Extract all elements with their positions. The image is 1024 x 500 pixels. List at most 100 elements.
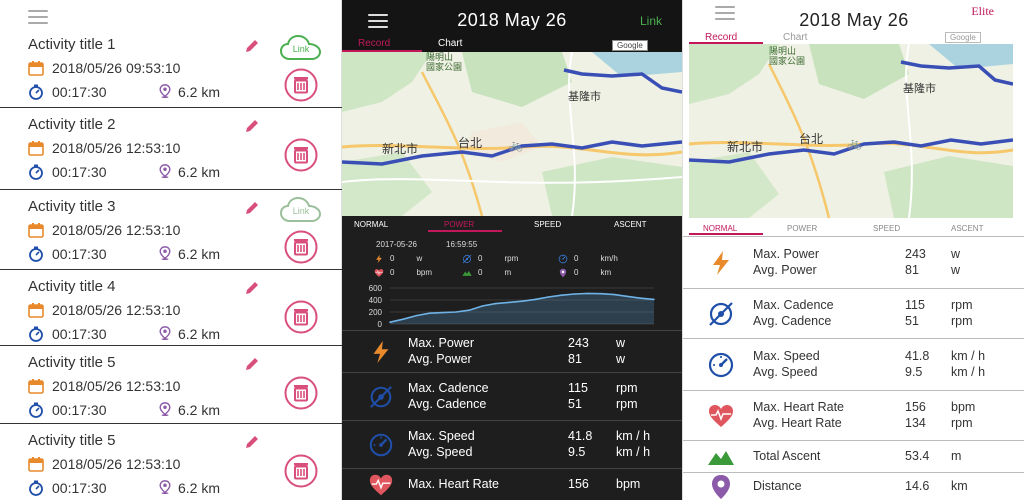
subtab-normal[interactable]: NORMAL — [354, 220, 389, 229]
activity-date-text: 2018/05/26 12:53:10 — [52, 302, 181, 318]
activity-row[interactable]: Activity title 1 2018/05/26 09:53:10 00:… — [0, 28, 342, 108]
chart-point — [653, 298, 655, 301]
activity-row[interactable]: Activity title 5 2018/05/26 12:53:10 00:… — [0, 346, 342, 424]
metric-label: Max. Speed — [408, 429, 475, 443]
subtab-speed[interactable]: SPEED — [534, 220, 562, 229]
activity-distance: 6.2 km — [158, 164, 220, 180]
chart-point — [481, 305, 484, 307]
heart-icon — [374, 268, 384, 278]
pencil-icon — [244, 202, 260, 220]
edit-title-button[interactable] — [244, 434, 260, 450]
power-chart[interactable]: 600 400 200 0 — [342, 282, 682, 330]
metric-label: Avg. Heart Rate — [753, 416, 842, 430]
activity-date-text: 2018/05/26 12:53:10 — [52, 222, 181, 238]
cloud-link-button[interactable]: Link — [278, 32, 324, 64]
delete-button[interactable] — [284, 376, 318, 410]
timer-icon — [28, 164, 44, 180]
ascent-icon — [462, 268, 472, 278]
activity-duration-text: 00:17:30 — [52, 402, 107, 418]
route-map[interactable]: 陽明山 國家公園 基隆市 台北 新北市 🚲 — [689, 44, 1013, 218]
metric-label: Avg. Power — [408, 352, 472, 366]
edit-title-button[interactable] — [244, 118, 260, 134]
tab-chart[interactable]: Chart — [783, 32, 808, 43]
activity-distance-text: 6.2 km — [178, 480, 221, 496]
metric-value: 81 — [905, 263, 919, 277]
calendar-icon — [28, 60, 44, 76]
metric-unit: km — [951, 479, 968, 493]
chart-point — [468, 309, 470, 311]
activity-row[interactable]: Activity title 2 2018/05/26 12:53:10 00:… — [0, 108, 342, 190]
subtab-normal[interactable]: NORMAL — [703, 224, 738, 233]
activity-duration-text: 00:17:30 — [52, 326, 107, 342]
metric-label: Avg. Cadence — [408, 397, 487, 411]
route-map[interactable]: 陽明山 國家公園 基隆市 台北 新北市 🚲 — [342, 52, 682, 216]
delete-button[interactable] — [284, 300, 318, 334]
tab-record[interactable]: Record — [705, 32, 738, 43]
subtab-ascent[interactable]: ASCENT — [951, 224, 984, 233]
hamburger-menu-icon[interactable] — [368, 14, 388, 28]
metric-value: 156 — [568, 477, 589, 491]
tab-record[interactable]: Record — [358, 38, 391, 49]
metric-unit: rpm — [616, 381, 638, 395]
metric-value: 115 — [905, 298, 925, 312]
timer-icon — [28, 84, 44, 100]
hamburger-menu-icon[interactable] — [28, 10, 48, 24]
readout-value: 0 — [390, 254, 395, 264]
metric-value: 9.5 — [905, 365, 923, 379]
subtab-underline — [428, 230, 502, 232]
metric-unit: km / h — [616, 429, 651, 443]
subtab-power[interactable]: POWER — [787, 224, 818, 233]
delete-button[interactable] — [284, 68, 318, 102]
readout-unit: bpm — [416, 268, 433, 278]
google-badge: Google — [945, 32, 981, 43]
cloud-link-button[interactable]: Link — [278, 194, 324, 226]
trash-icon — [284, 68, 318, 106]
delete-button[interactable] — [284, 230, 318, 264]
timer-icon — [28, 480, 44, 496]
power-icon — [707, 249, 735, 277]
edit-title-button[interactable] — [244, 200, 260, 216]
tab-underline — [689, 42, 763, 44]
speed-icon — [558, 254, 568, 264]
tab-chart[interactable]: Chart — [438, 38, 463, 49]
pencil-icon — [244, 120, 260, 138]
metric-subtabs: NORMAL POWER SPEED ASCENT — [683, 224, 1023, 238]
pencil-icon — [244, 436, 260, 454]
readout-unit: km — [600, 268, 612, 278]
activity-row[interactable]: Activity title 4 2018/05/26 12:53:10 00:… — [0, 270, 342, 346]
activity-title: Activity title 3 — [28, 198, 116, 215]
page-title: 2018 May 26 — [457, 10, 567, 30]
subtab-speed[interactable]: SPEED — [873, 224, 901, 233]
chart-point — [521, 300, 523, 302]
ascent-icon — [707, 443, 735, 471]
edit-title-button[interactable] — [244, 38, 260, 54]
activity-distance: 6.2 km — [158, 326, 220, 342]
chart-point — [389, 321, 391, 323]
link-button[interactable]: Link — [639, 14, 662, 28]
metric-value: 41.8 — [905, 349, 930, 363]
subtab-power[interactable]: POWER — [444, 220, 475, 229]
edit-title-button[interactable] — [244, 280, 260, 296]
hamburger-menu-icon[interactable] — [715, 6, 735, 20]
chart-point — [613, 293, 616, 296]
metric-value: 115 — [568, 381, 588, 395]
chart-point — [600, 292, 602, 295]
google-badge: Google — [612, 40, 648, 51]
bike-marker-icon: 🚲 — [508, 138, 523, 152]
activity-date-text: 2018/05/26 12:53:10 — [52, 378, 181, 394]
delete-button[interactable] — [284, 454, 318, 488]
activity-distance: 6.2 km — [158, 480, 220, 496]
activity-date: 2018/05/26 09:53:10 — [28, 60, 180, 76]
timer-icon — [28, 246, 44, 262]
cloud-icon — [279, 196, 322, 222]
location-icon — [158, 326, 172, 342]
metric-unit: rpm — [951, 416, 973, 430]
edit-title-button[interactable] — [244, 356, 260, 372]
delete-button[interactable] — [284, 138, 318, 172]
activity-row[interactable]: Activity title 3 2018/05/26 12:53:10 00:… — [0, 190, 342, 270]
activity-row[interactable]: Activity title 5 2018/05/26 12:53:10 00:… — [0, 424, 342, 500]
subtab-ascent[interactable]: ASCENT — [614, 220, 647, 229]
chart-point — [455, 311, 457, 313]
